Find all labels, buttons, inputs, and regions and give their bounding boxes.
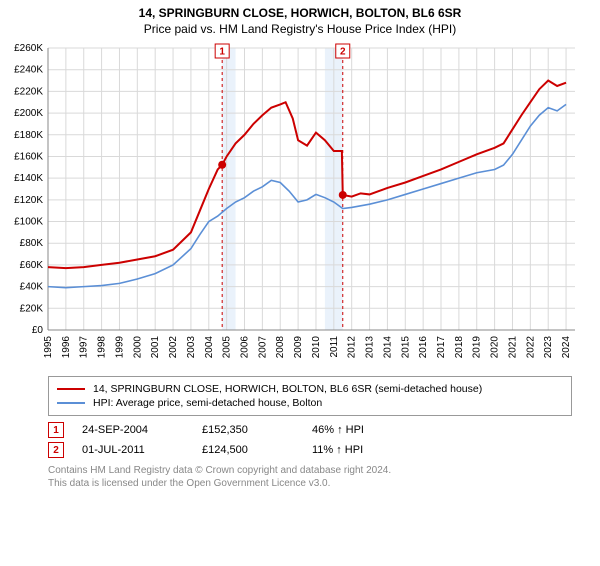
svg-text:2014: 2014 [382,336,393,359]
svg-text:2001: 2001 [150,336,161,359]
svg-text:£0: £0 [32,325,44,336]
svg-text:2008: 2008 [275,336,286,359]
footer-attribution: Contains HM Land Registry data © Crown c… [48,464,572,490]
svg-text:2005: 2005 [222,336,233,359]
svg-text:2013: 2013 [365,336,376,359]
sale-hpi-delta: 11% ↑ HPI [312,444,363,456]
svg-text:2004: 2004 [204,336,215,359]
svg-text:2018: 2018 [454,336,465,359]
legend-label: 14, SPRINGBURN CLOSE, HORWICH, BOLTON, B… [93,383,482,395]
sale-price: £152,350 [202,424,312,436]
legend-label: HPI: Average price, semi-detached house,… [93,397,322,409]
svg-text:2010: 2010 [311,336,322,359]
chart-title: 14, SPRINGBURN CLOSE, HORWICH, BOLTON, B… [0,6,600,20]
sale-date: 24-SEP-2004 [82,424,202,436]
svg-text:2006: 2006 [240,336,251,359]
svg-text:£200K: £200K [14,108,43,119]
svg-text:2022: 2022 [525,336,536,359]
svg-text:£180K: £180K [14,130,43,141]
svg-text:2009: 2009 [293,336,304,359]
svg-text:2019: 2019 [472,336,483,359]
svg-text:2003: 2003 [186,336,197,359]
svg-text:1: 1 [219,47,225,58]
sale-hpi-delta: 46% ↑ HPI [312,424,364,436]
sale-marker: 1 [48,422,64,438]
svg-text:2015: 2015 [400,336,411,359]
svg-text:2023: 2023 [543,336,554,359]
svg-text:£140K: £140K [14,173,43,184]
legend: 14, SPRINGBURN CLOSE, HORWICH, BOLTON, B… [48,376,572,416]
chart-area: £0 £20K £40K £60K £80K £100K £120K £140K £160K £1… [0,40,600,370]
legend-swatch [57,402,85,404]
footer-line1: Contains HM Land Registry data © Crown c… [48,464,572,477]
svg-text:£20K: £20K [20,303,44,314]
legend-swatch [57,388,85,390]
chart-subtitle: Price paid vs. HM Land Registry's House … [0,22,600,36]
svg-text:2024: 2024 [561,336,572,359]
svg-text:2021: 2021 [507,336,518,359]
sale-date: 01-JUL-2011 [82,444,202,456]
chart-svg: £0 £20K £40K £60K £80K £100K £120K £140K £160K £1… [0,40,600,370]
svg-text:2000: 2000 [132,336,143,359]
legend-item: HPI: Average price, semi-detached house,… [57,397,563,409]
svg-text:£120K: £120K [14,195,43,206]
svg-text:2011: 2011 [329,336,340,358]
svg-text:2002: 2002 [168,336,179,359]
svg-text:£60K: £60K [20,260,44,271]
svg-text:2020: 2020 [490,336,501,359]
sale-row: 2 01-JUL-2011£124,50011% ↑ HPI [48,442,572,458]
svg-text:1998: 1998 [97,336,108,359]
svg-text:£240K: £240K [14,65,43,76]
sale-price: £124,500 [202,444,312,456]
svg-text:1995: 1995 [43,336,54,359]
svg-text:2012: 2012 [347,336,358,359]
svg-text:£260K: £260K [14,43,43,54]
svg-text:£160K: £160K [14,151,43,162]
svg-text:1996: 1996 [61,336,72,359]
svg-text:£220K: £220K [14,86,43,97]
sales-table: 1 24-SEP-2004£152,35046% ↑ HPI 2 01-JUL-201… [48,422,572,458]
footer-line2: This data is licensed under the Open Gov… [48,477,572,490]
svg-text:2007: 2007 [257,336,268,359]
sale-row: 1 24-SEP-2004£152,35046% ↑ HPI [48,422,572,438]
svg-text:2016: 2016 [418,336,429,359]
legend-item: 14, SPRINGBURN CLOSE, HORWICH, BOLTON, B… [57,383,563,395]
svg-text:2017: 2017 [436,336,447,359]
svg-text:1997: 1997 [79,336,90,359]
svg-text:£40K: £40K [20,282,44,293]
svg-text:£100K: £100K [14,217,43,228]
svg-text:2: 2 [340,47,346,58]
svg-text:1999: 1999 [114,336,125,359]
svg-text:£80K: £80K [20,238,44,249]
sale-marker: 2 [48,442,64,458]
